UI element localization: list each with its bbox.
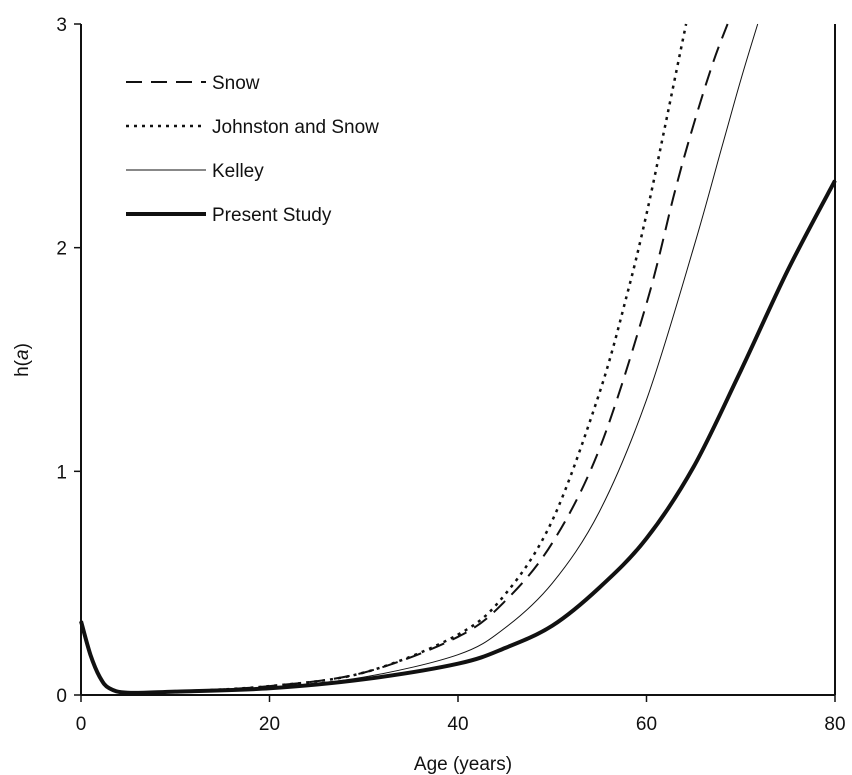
y-tick-label: 1	[56, 462, 67, 483]
y-axis-title-prefix: h(	[12, 359, 33, 377]
series-layer	[79, 23, 837, 695]
x-tick-label: 60	[636, 714, 657, 735]
y-axis-title-var: a	[12, 349, 33, 360]
legend-label: Present Study	[212, 205, 332, 226]
series-line-present-study	[79, 179, 837, 695]
plot-frame	[80, 24, 836, 696]
y-axis-title-suffix: )	[12, 343, 33, 349]
legend-label: Snow	[212, 73, 260, 94]
y-tick-label: 0	[56, 686, 67, 707]
series-line-kelley	[80, 23, 759, 694]
legend-label: Johnston and Snow	[212, 117, 379, 138]
legend-label: Kelley	[212, 161, 264, 182]
y-tick-label: 2	[56, 239, 67, 260]
y-axis-title: h(a)	[12, 343, 33, 377]
legend: Snow Johnston and Snow Kelley Present Study	[126, 73, 379, 226]
y-tick-label: 3	[56, 15, 67, 36]
series-line-snow	[80, 23, 729, 694]
x-tick-label: 20	[259, 714, 280, 735]
x-tick-label: 0	[76, 714, 87, 735]
axis-ticks: 0 20 40 60 80 0 1 2 3	[56, 15, 845, 735]
x-axis-title: Age (years)	[414, 754, 512, 775]
x-tick-label: 80	[824, 714, 845, 735]
x-tick-label: 40	[447, 714, 468, 735]
